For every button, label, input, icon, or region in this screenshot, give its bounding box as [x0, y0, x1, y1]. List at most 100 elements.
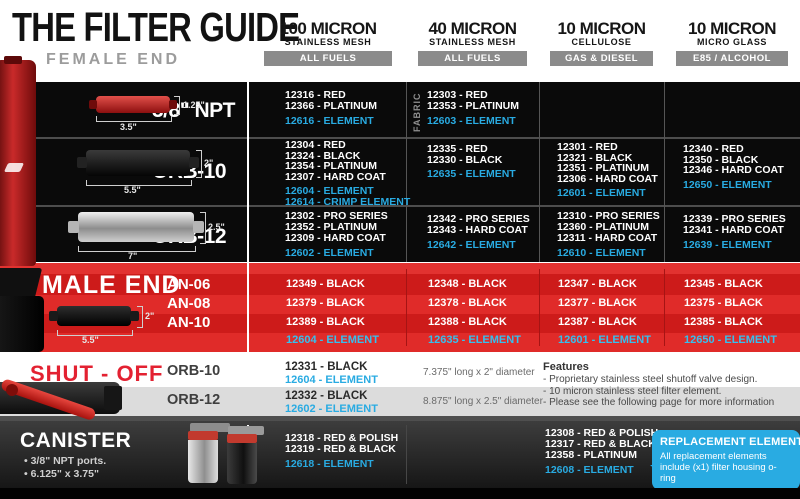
shutoff-title: SHUT - OFF	[30, 361, 164, 386]
dim-width: 5.5"	[124, 185, 141, 195]
parts-cell: 12308 - RED & POLISH 12317 - RED & BLACK 1…	[545, 428, 658, 476]
part-number: 12388 - BLACK	[428, 316, 507, 328]
parts-cell: 12304 - RED 12324 - BLACK 12354 - PLATINUM…	[285, 140, 410, 207]
red-canister-filter-photo	[0, 56, 36, 266]
row-divider	[0, 205, 800, 207]
dim-bracket	[174, 96, 180, 115]
part-number: 12307 - HARD COAT	[285, 170, 386, 183]
black-an-fitting-photo	[0, 296, 44, 352]
parts-cell: 12301 - RED 12321 - BLACK 12351 - PLATINUM…	[557, 142, 658, 199]
parts-cell: 12340 - RED 12350 - BLACK 12346 - HARD COA…	[683, 144, 784, 190]
element-number: 12601 - ELEMENT	[557, 187, 646, 199]
parts-cell: 12339 - PRO SERIES 12341 - HARD COAT 12639…	[683, 214, 786, 251]
dim-bracket	[96, 116, 172, 122]
part-number: 12358 - PLATINUM	[545, 449, 637, 461]
size-note: 8.875" long x 2.5" diameter	[423, 396, 543, 407]
male-end-title: MALE END	[42, 271, 181, 299]
element-number: 12618 - ELEMENT	[285, 458, 374, 470]
part-number: 12335 - RED	[427, 143, 488, 155]
canister-bracket-photo	[190, 423, 230, 432]
part-number: 12303 - RED	[427, 89, 488, 101]
section-divider	[0, 416, 800, 421]
callout-title: REPLACEMENT ELEMENTS	[660, 436, 800, 448]
column-subtitle: MICRO GLASS	[696, 37, 768, 47]
canister-title: CANISTER	[20, 429, 132, 452]
row-label-an06: AN-06	[167, 276, 211, 293]
part-number: 12308 - RED & POLISH	[545, 427, 659, 439]
female-end-subtitle: FEMALE END	[46, 51, 180, 68]
dim-height: 1.25"	[183, 100, 205, 110]
parts-cell: 12335 - RED 12330 - BLACK 12635 - ELEMENT	[427, 144, 516, 180]
part-number: 12379 - BLACK	[286, 297, 365, 309]
part-number: 12378 - BLACK	[428, 297, 507, 309]
part-number: 12346 - HARD COAT	[683, 164, 784, 176]
female-end-section: 3/8" NPT ORB-10 ORB-12 1.25" 3.5" 2" 5.5…	[0, 82, 800, 262]
parts-cell: 12318 - RED & POLISH 12319 - RED & BLACK 1…	[285, 433, 398, 470]
red-inline-filter-photo	[89, 96, 177, 113]
part-number: 12316 - RED	[285, 89, 346, 101]
part-number: 12306 - HARD COAT	[557, 172, 658, 185]
element-number: 12642 - ELEMENT	[427, 239, 516, 251]
dim-width: 3.5"	[120, 122, 137, 132]
column-divider	[539, 82, 540, 262]
canister-polish-photo	[188, 440, 218, 483]
platinum-orb12-filter-photo	[68, 212, 204, 242]
element-number: 12616 - ELEMENT	[285, 115, 374, 127]
dim-bracket	[86, 180, 192, 186]
dim-bracket	[200, 212, 206, 244]
part-number: 12353 - PLATINUM	[427, 100, 519, 112]
part-number: 12350 - BLACK	[683, 153, 759, 166]
column-divider	[664, 269, 665, 346]
size-note: 7.375" long x 2" diameter	[423, 367, 535, 378]
canister-red-cap-photo	[188, 431, 218, 440]
element-number: 12608 - ELEMENT	[545, 464, 634, 476]
part-number: 12317 - RED & BLACK	[545, 438, 656, 450]
element-number: 12604 - ELEMENT	[285, 374, 378, 386]
dim-height: 2.5"	[208, 222, 225, 232]
part-number: 12339 - PRO SERIES	[683, 213, 786, 225]
part-number: 12318 - RED & POLISH	[285, 432, 399, 444]
features-heading: Features	[543, 361, 589, 373]
row-label-an08: AN-08	[167, 295, 211, 312]
element-number: 12639 - ELEMENT	[683, 239, 772, 251]
part-number: 12351 - PLATINUM	[557, 162, 649, 174]
element-number: 12604 - ELEMENT	[286, 334, 379, 346]
canister-red-cap-photo	[227, 434, 257, 443]
column-title: 40 MICRON	[428, 19, 517, 38]
dim-bracket	[78, 246, 196, 252]
parts-cell: 12310 - PRO SERIES 12360 - PLATINUM 12311 …	[557, 211, 660, 259]
fuel-type-badge: GAS & DIESEL	[550, 51, 653, 66]
column-divider	[406, 269, 407, 346]
part-number: 12343 - HARD COAT	[427, 224, 528, 236]
element-number: 12601 - ELEMENT	[558, 334, 651, 346]
canister-spec: • 6.125" x 3.75"	[24, 468, 99, 480]
part-number: 12377 - BLACK	[558, 297, 637, 309]
part-number: 12342 - PRO SERIES	[427, 213, 530, 225]
element-number: 12603 - ELEMENT	[427, 115, 516, 127]
black-male-filter-photo	[49, 306, 139, 326]
canister-spec: • 3/8" NPT ports.	[24, 455, 107, 467]
part-number: 12347 - BLACK	[558, 278, 637, 290]
column-title: 10 MICRON	[687, 19, 777, 38]
parts-cell: 12316 - RED 12366 - PLATINUM 12616 - ELEME…	[285, 90, 377, 127]
row-label-orb12: ORB-12	[167, 392, 221, 408]
part-number: 12352 - PLATINUM	[285, 221, 377, 233]
dim-height: 2"	[204, 158, 214, 168]
part-number: 12331 - BLACK	[285, 361, 368, 373]
dim-width: 7"	[128, 251, 138, 261]
fuel-type-badge: ALL FUELS	[264, 51, 392, 66]
fuel-type-badge: E85 / ALCOHOL	[676, 51, 788, 66]
part-number: 12332 - BLACK	[285, 390, 368, 402]
part-number: 12304 - RED	[285, 139, 346, 151]
part-number: 12340 - RED	[683, 143, 744, 155]
part-number: 12309 - HARD COAT	[285, 232, 386, 244]
part-number: 12301 - RED	[557, 141, 618, 153]
fabric-note: FABRIC	[412, 92, 422, 133]
orb12-row-stripe	[0, 387, 800, 416]
fuel-type-badge: ALL FUELS	[417, 51, 528, 66]
dim-height: 2"	[145, 311, 155, 321]
parts-cell: 12342 - PRO SERIES 12343 - HARD COAT 12642…	[427, 214, 530, 251]
part-number: 12354 - PLATINUM	[285, 160, 377, 172]
part-number: 12375 - BLACK	[684, 297, 763, 309]
black-orb10-filter-photo	[77, 150, 199, 176]
